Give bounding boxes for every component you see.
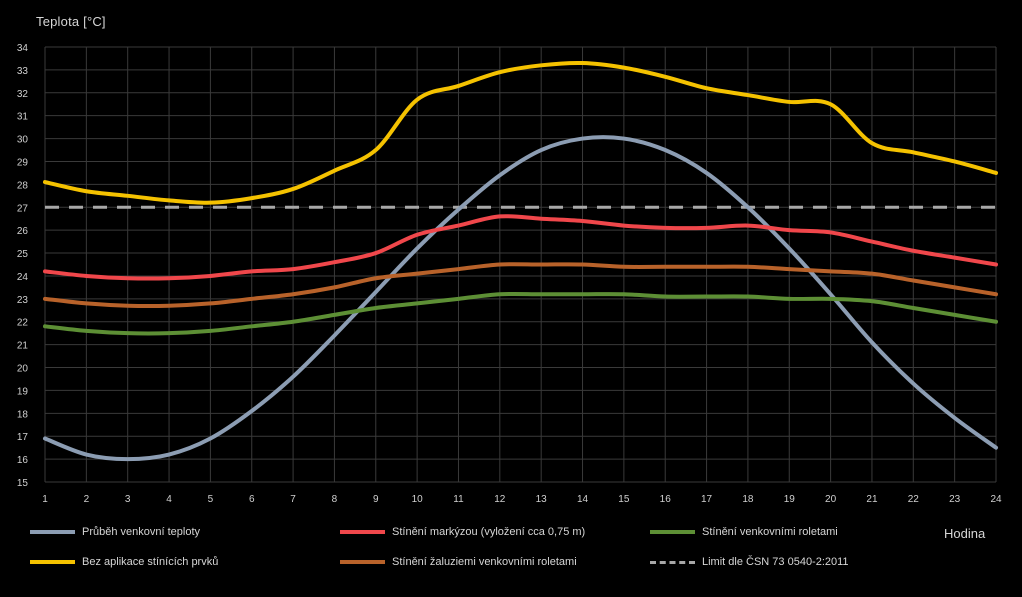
legend-item: Průběh venkovní teploty bbox=[30, 526, 200, 538]
y-tick-label: 17 bbox=[17, 432, 29, 443]
x-tick-label: 6 bbox=[249, 494, 255, 505]
x-tick-label: 9 bbox=[373, 494, 379, 505]
series-line-1 bbox=[43, 214, 998, 281]
x-tick-label: 2 bbox=[84, 494, 90, 505]
x-tick-label: 20 bbox=[825, 494, 837, 505]
x-tick-label: 19 bbox=[784, 494, 796, 505]
legend-swatch bbox=[340, 560, 385, 564]
x-tick-label: 14 bbox=[577, 494, 589, 505]
x-tick-label: 18 bbox=[742, 494, 754, 505]
legend-item: Stínění markýzou (vyložení cca 0,75 m) bbox=[340, 526, 585, 538]
y-tick-label: 29 bbox=[17, 157, 29, 168]
legend-swatch bbox=[340, 530, 385, 534]
x-tick-label: 16 bbox=[660, 494, 672, 505]
y-tick-label: 28 bbox=[17, 180, 29, 191]
y-tick-label: 19 bbox=[17, 386, 29, 397]
y-tick-label: 21 bbox=[17, 341, 29, 352]
y-tick-label: 15 bbox=[17, 478, 29, 489]
legend-label: Stínění žaluziemi venkovními roletami bbox=[392, 556, 577, 568]
x-tick-label: 15 bbox=[618, 494, 630, 505]
y-tick-label: 22 bbox=[17, 318, 29, 329]
series-line-4 bbox=[43, 262, 998, 308]
x-tick-label: 10 bbox=[412, 494, 424, 505]
y-tick-label: 30 bbox=[17, 135, 29, 146]
legend-swatch bbox=[30, 560, 75, 564]
x-tick-label: 17 bbox=[701, 494, 713, 505]
series-line-2 bbox=[43, 291, 998, 336]
x-tick-label: 1 bbox=[42, 494, 48, 505]
legend-label: Bez aplikace stínících prvků bbox=[82, 556, 219, 568]
legend-item: Stínění žaluziemi venkovními roletami bbox=[340, 556, 577, 568]
series-line-3 bbox=[43, 60, 998, 205]
y-tick-label: 20 bbox=[17, 364, 29, 375]
y-axis-title: Teplota [°C] bbox=[36, 14, 106, 29]
y-tick-label: 18 bbox=[17, 409, 29, 420]
x-tick-label: 23 bbox=[949, 494, 961, 505]
y-tick-label: 23 bbox=[17, 295, 29, 306]
legend-label: Stínění markýzou (vyložení cca 0,75 m) bbox=[392, 526, 586, 538]
legend-swatch bbox=[30, 530, 75, 534]
legend-label: Průběh venkovní teploty bbox=[82, 526, 201, 538]
y-tick-label: 26 bbox=[17, 226, 29, 237]
y-tick-label: 31 bbox=[17, 112, 29, 123]
x-tick-label: 21 bbox=[866, 494, 878, 505]
x-tick-label: 24 bbox=[990, 494, 1002, 505]
x-tick-label: 11 bbox=[453, 494, 464, 505]
y-tick-label: 25 bbox=[17, 249, 29, 260]
x-tick-label: 7 bbox=[290, 494, 296, 505]
x-tick-label: 13 bbox=[536, 494, 548, 505]
x-tick-label: 12 bbox=[494, 494, 506, 505]
legend-swatch bbox=[650, 560, 695, 564]
x-tick-label: 5 bbox=[208, 494, 214, 505]
y-tick-label: 32 bbox=[17, 89, 29, 100]
legend-item: Bez aplikace stínících prvků bbox=[30, 556, 218, 568]
y-tick-label: 27 bbox=[17, 203, 29, 214]
legend-item: Stínění venkovními roletami bbox=[650, 526, 838, 538]
x-tick-label: 8 bbox=[332, 494, 338, 505]
x-tick-label: 22 bbox=[908, 494, 920, 505]
x-tick-label: 3 bbox=[125, 494, 131, 505]
legend-swatch bbox=[650, 530, 695, 534]
legend-label: Limit dle ČSN 73 0540-2:2011 bbox=[702, 556, 849, 568]
legend-label: Stínění venkovními roletami bbox=[702, 526, 838, 538]
y-tick-label: 33 bbox=[17, 66, 29, 77]
x-tick-label: 4 bbox=[166, 494, 172, 505]
legend-item: Limit dle ČSN 73 0540-2:2011 bbox=[650, 556, 849, 568]
y-tick-label: 16 bbox=[17, 455, 29, 466]
y-tick-label: 34 bbox=[17, 43, 29, 54]
y-tick-label: 24 bbox=[17, 272, 29, 283]
x-axis-title: Hodina bbox=[944, 526, 986, 541]
